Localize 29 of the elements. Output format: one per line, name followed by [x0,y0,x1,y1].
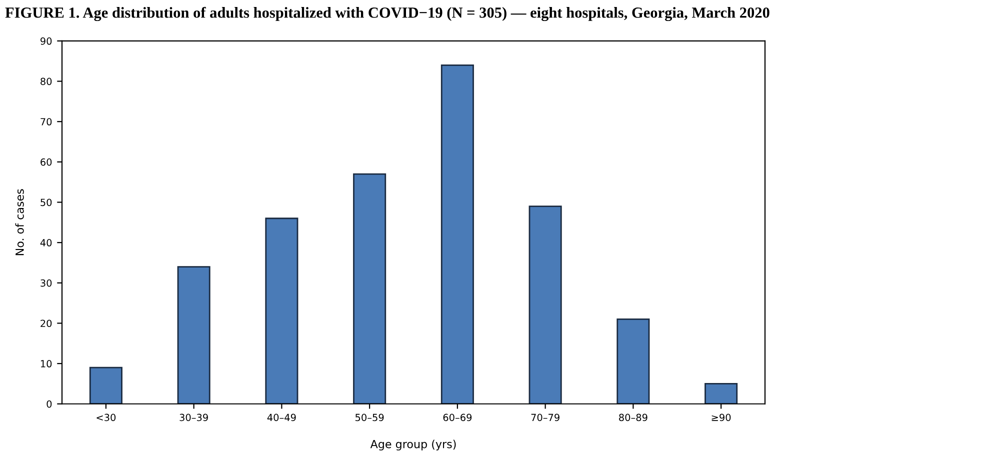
bar [177,266,210,404]
y-tick-label: 80 [40,78,52,86]
y-axis-title: No. of cases [15,189,24,256]
y-tick-label: 30 [40,279,52,287]
y-tick-label: 90 [40,37,52,45]
chart-title: FIGURE 1. Age distribution of adults hospitalized with COVID−19 (N = 305) — eight hospitals, Georgia, March 2020 [5,6,770,22]
bar [265,218,298,404]
bar [440,64,474,404]
y-tick-label: 70 [40,118,52,126]
x-axis-title: Age group (yrs) [370,440,456,450]
y-tick-label: 20 [40,320,52,328]
x-tick-label: ≥90 [712,414,731,422]
y-tick-label: 60 [40,158,52,166]
y-tick-label: 0 [46,400,52,408]
x-tick-label: 50–59 [356,414,384,422]
y-tick-label: 40 [40,239,52,246]
bar [89,366,122,404]
x-tick-label: 40–49 [267,414,296,422]
bar [353,173,386,404]
x-tick-label: <30 [96,414,116,422]
bar [528,206,562,404]
x-tick-label: 70–79 [531,414,560,422]
y-tick-label: 50 [40,198,52,206]
x-tick-label: 60–69 [443,414,472,422]
x-tick-label: 80–89 [619,414,648,422]
y-tick-label: 10 [40,360,52,368]
bar [616,318,650,404]
x-tick-label: 30–39 [180,414,208,422]
bar [704,383,738,404]
